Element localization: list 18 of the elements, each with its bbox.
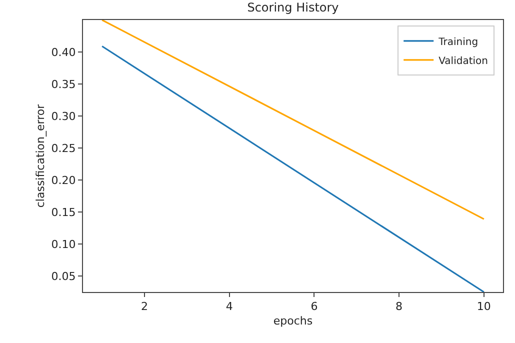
y-tick-label: 0.25: [51, 142, 76, 155]
y-tick-label: 0.10: [51, 238, 76, 251]
y-tick-label: 0.15: [51, 206, 76, 219]
x-tick-label: 2: [141, 300, 148, 314]
y-tick-label: 0.20: [51, 174, 76, 187]
legend-label: Training: [438, 36, 478, 48]
y-axis-title: classification_error: [34, 104, 47, 208]
y-tick-label: 0.40: [51, 46, 76, 59]
y-tick-label: 0.35: [51, 78, 76, 91]
x-tick-label: 4: [226, 300, 233, 314]
x-tick-label: 8: [396, 300, 403, 314]
x-tick-label: 10: [476, 300, 491, 314]
x-tick-label: 6: [310, 300, 318, 314]
y-tick-label: 0.05: [51, 270, 76, 283]
x-axis-title: epochs: [273, 314, 313, 328]
chart-title: Scoring History: [247, 0, 339, 14]
legend-label: Validation: [438, 56, 488, 67]
y-tick-label: 0.30: [51, 110, 76, 123]
